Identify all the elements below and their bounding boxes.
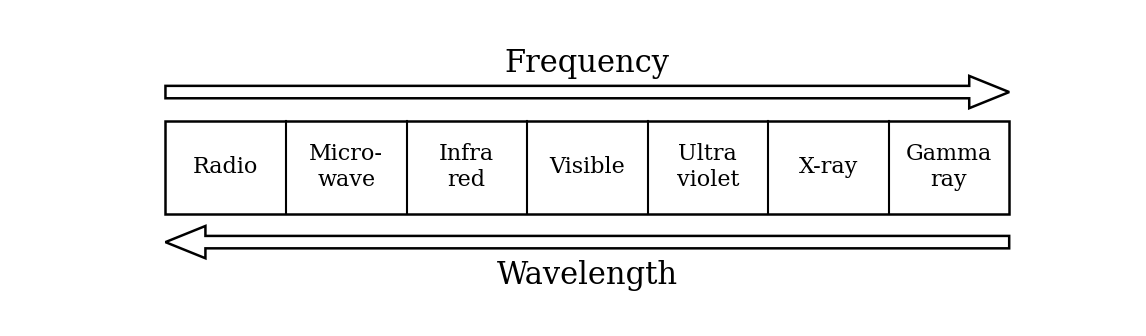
Text: Infra
red: Infra red [439, 143, 494, 191]
Text: Ultra
violet: Ultra violet [676, 143, 739, 191]
Bar [165, 121, 1010, 214]
Text: Radio: Radio [193, 156, 258, 178]
Text: Frequency: Frequency [505, 48, 669, 79]
FancyArrow shape [165, 226, 1010, 258]
Text: X-ray: X-ray [799, 156, 858, 178]
FancyArrow shape [165, 76, 1010, 108]
Text: Visible: Visible [549, 156, 626, 178]
Text: Gamma
ray: Gamma ray [905, 143, 992, 191]
Text: Micro-
wave: Micro- wave [309, 143, 383, 191]
Text: Wavelength: Wavelength [496, 260, 678, 291]
